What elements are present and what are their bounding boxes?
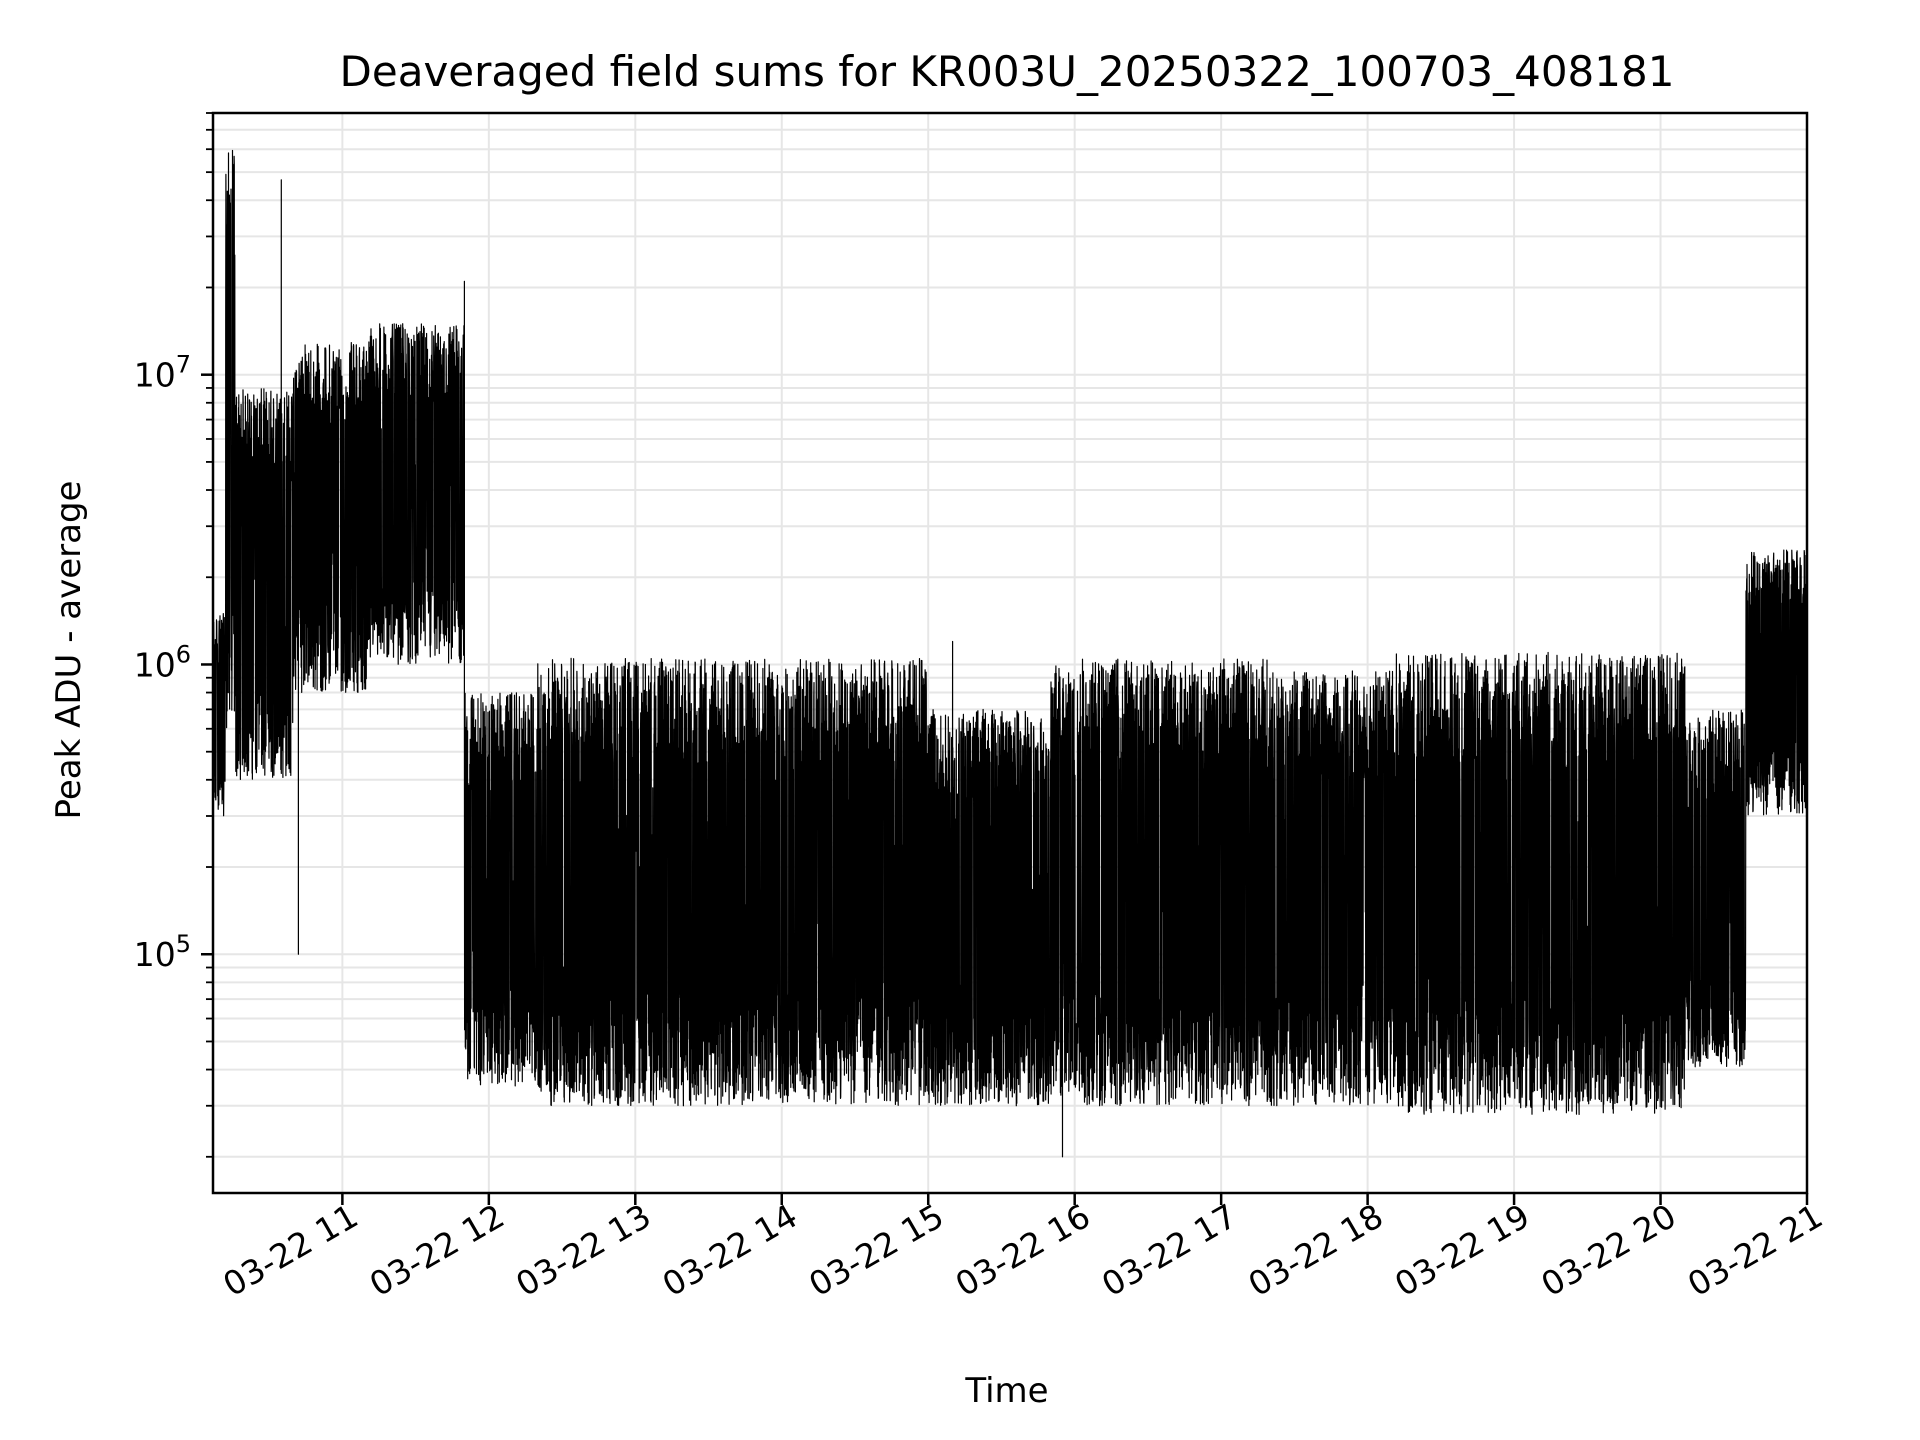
data-line bbox=[212, 149, 1808, 1158]
y-axis-title: Peak ADU - average bbox=[49, 481, 89, 820]
x-axis-title: Time bbox=[964, 1371, 1048, 1411]
plot-frame bbox=[211, 111, 1809, 1195]
chart-title: Deaveraged field sums for KR003U_2025032… bbox=[340, 47, 1675, 96]
series-line bbox=[212, 149, 1808, 1158]
